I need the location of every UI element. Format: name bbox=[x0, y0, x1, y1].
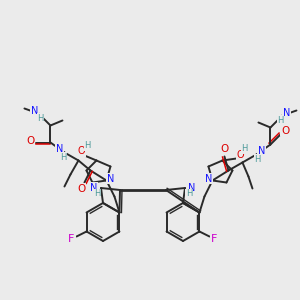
Text: N: N bbox=[56, 145, 63, 154]
Text: H: H bbox=[60, 153, 67, 162]
Text: F: F bbox=[68, 233, 75, 244]
Text: H: H bbox=[254, 155, 261, 164]
Text: H: H bbox=[277, 116, 283, 125]
Text: H: H bbox=[37, 114, 44, 123]
Text: O: O bbox=[77, 184, 86, 194]
Text: N: N bbox=[258, 146, 265, 157]
Text: H: H bbox=[186, 190, 192, 199]
Text: O: O bbox=[281, 125, 290, 136]
Text: N: N bbox=[31, 106, 38, 116]
Text: H: H bbox=[241, 144, 248, 153]
Text: N: N bbox=[188, 183, 196, 193]
Text: O: O bbox=[26, 136, 34, 146]
Text: N: N bbox=[90, 183, 98, 193]
Text: N: N bbox=[205, 173, 212, 184]
Text: H: H bbox=[94, 190, 100, 199]
Text: O: O bbox=[78, 146, 85, 157]
Text: N: N bbox=[283, 107, 290, 118]
Text: O: O bbox=[237, 149, 244, 160]
Text: N: N bbox=[107, 173, 114, 184]
Text: H: H bbox=[84, 141, 91, 150]
Text: F: F bbox=[211, 233, 218, 244]
Text: O: O bbox=[220, 145, 229, 154]
